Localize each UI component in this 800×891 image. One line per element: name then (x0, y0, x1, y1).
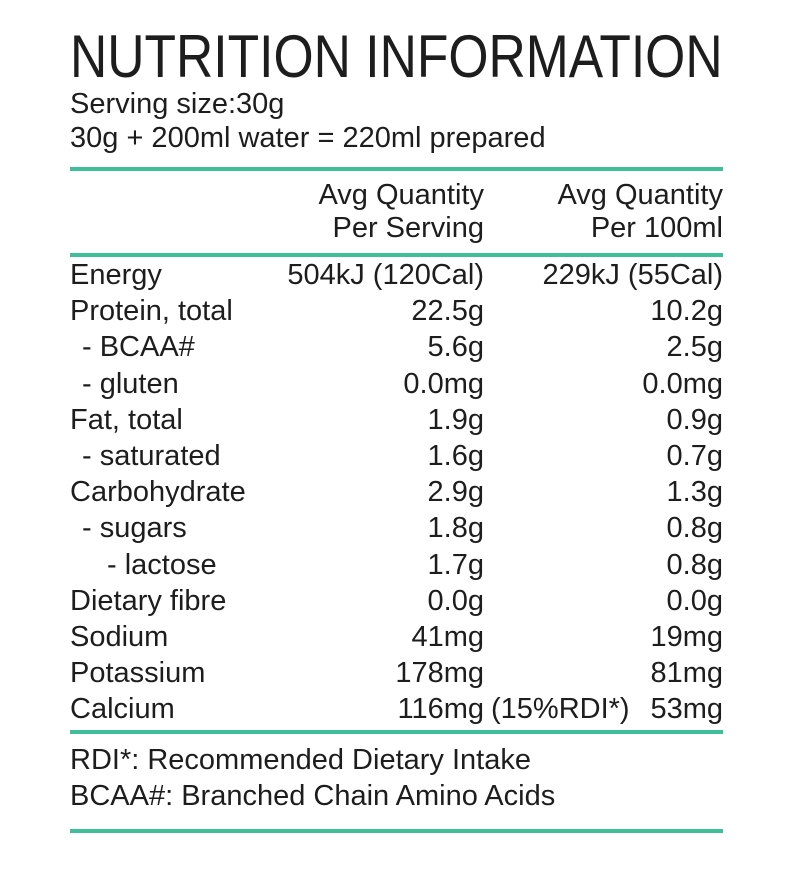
row-label: - sugars (82, 512, 187, 545)
row-label: - gluten (82, 367, 179, 400)
row-label: - lactose (107, 548, 217, 581)
row-value-per-100ml: 0.7g (666, 440, 723, 473)
row-value-per-serving: 41mg (411, 621, 484, 654)
table-body: Energy 504kJ (120Cal) 229kJ (55Cal) Prot… (70, 257, 723, 728)
row-label: Potassium (70, 657, 206, 690)
row-label: Calcium (70, 693, 175, 726)
row-value-per-100ml: 81mg (650, 657, 723, 690)
row-value-per-serving: 2.9g (427, 476, 484, 509)
row-label: Sodium (70, 621, 169, 654)
table-row: Protein, total 22.5g 10.2g (70, 293, 723, 329)
table-row: - lactose 1.7g 0.8g (70, 547, 723, 583)
table-row: Potassium 178mg 81mg (70, 655, 723, 691)
row-value-per-100ml: 0.0mg (642, 367, 723, 400)
serving-size-text: Serving size:30g (70, 88, 285, 120)
column-header-line: Per Serving (332, 212, 484, 244)
row-value-per-serving: 0.0g (427, 584, 484, 617)
row-value-per-serving: 1.7g (427, 548, 484, 581)
row-value-per-serving: 22.5g (411, 295, 484, 328)
row-value-per-100ml: 19mg (650, 621, 723, 654)
table-row: - BCAA# 5.6g 2.5g (70, 329, 723, 365)
row-label: Carbohydrate (70, 476, 246, 509)
row-value-per-100ml: 2.5g (666, 331, 723, 364)
row-label: Fat, total (70, 403, 183, 436)
rdi-note-suffix: (15%RDI*) (491, 693, 630, 726)
row-value-per-serving: 178mg (395, 657, 484, 690)
nutrition-label: NUTRITION INFORMATION Serving size:30g 3… (70, 23, 723, 833)
column-header-line: Per 100ml (590, 212, 723, 244)
table-row: Sodium 41mg 19mg (70, 619, 723, 655)
footnote-bcaa: BCAA#: Branched Chain Amino Acids (70, 780, 556, 813)
page-title: NUTRITION INFORMATION (70, 23, 723, 90)
row-label: - saturated (82, 440, 221, 473)
table-row: Fat, total 1.9g 0.9g (70, 402, 723, 438)
row-value-per-serving: 5.6g (427, 331, 484, 364)
row-label: Dietary fibre (70, 584, 227, 617)
row-value-per-100ml: 229kJ (55Cal) (542, 259, 723, 291)
footnote-rdi: RDI*: Recommended Dietary Intake (70, 743, 531, 776)
row-value-per-serving: 116mg (15%RDI*) (264, 691, 629, 727)
preparation-text: 30g + 200ml water = 220ml prepared (70, 122, 546, 154)
row-label: Energy (70, 259, 162, 291)
divider-above-footnotes (70, 729, 723, 734)
table-header-row: Avg Quantity Per Serving Avg Quantity Pe… (70, 171, 723, 245)
divider-top (70, 167, 723, 171)
row-value-per-100ml: 0.8g (666, 512, 723, 545)
divider-bottom (70, 828, 723, 833)
row-value-per-serving: 504kJ (120Cal) (287, 259, 484, 291)
table-row: - gluten 0.0mg 0.0mg (70, 366, 723, 402)
table-row: Energy 504kJ (120Cal) 229kJ (55Cal) (70, 257, 723, 293)
divider-below-header (70, 253, 723, 257)
column-header-per-serving: Avg Quantity Per Serving (264, 179, 484, 245)
table-row: - sugars 1.8g 0.8g (70, 510, 723, 546)
table-row: - saturated 1.6g 0.7g (70, 438, 723, 474)
column-header-line: Avg Quantity (557, 179, 723, 211)
row-value-per-serving: 1.9g (427, 403, 484, 436)
row-value-per-100ml: 0.0g (666, 584, 723, 617)
column-header-line: Avg Quantity (318, 179, 484, 211)
row-value-per-100ml: 0.9g (666, 403, 723, 436)
table-row: Calcium 116mg (15%RDI*) 53mg (70, 691, 723, 727)
row-value-per-100ml: 0.8g (666, 548, 723, 581)
column-header-empty (70, 179, 264, 245)
table-row: Dietary fibre 0.0g 0.0g (70, 583, 723, 619)
row-value-per-100ml: 1.3g (666, 476, 723, 509)
footnotes: RDI*: Recommended Dietary Intake BCAA#: … (70, 734, 723, 815)
row-value-per-100ml: 10.2g (650, 295, 723, 328)
row-value-per-serving: 0.0mg (403, 367, 484, 400)
row-value-per-100ml: 53mg (650, 693, 723, 726)
row-label: - BCAA# (82, 331, 195, 364)
row-value-per-serving: 1.6g (427, 440, 484, 473)
row-value-per-serving: 1.8g (427, 512, 484, 545)
table-row: Carbohydrate 2.9g 1.3g (70, 474, 723, 510)
row-label: Protein, total (70, 295, 233, 328)
column-header-per-100ml: Avg Quantity Per 100ml (484, 179, 723, 245)
